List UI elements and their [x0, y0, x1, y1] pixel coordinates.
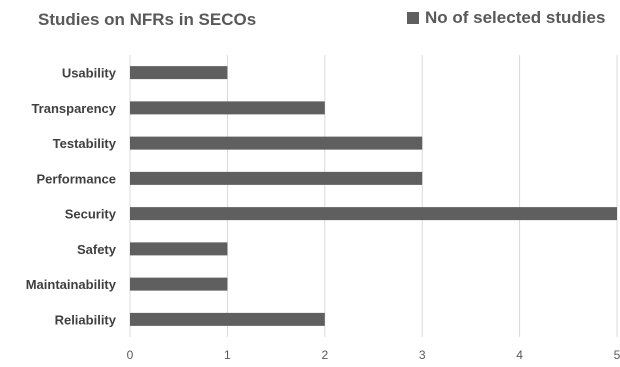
category-label: Testability — [53, 136, 117, 151]
x-tick-label: 4 — [516, 348, 523, 362]
category-label-layer: Usability Transparency Testability Performa… — [26, 66, 117, 328]
bar-transparency — [130, 101, 325, 114]
grid-layer — [130, 55, 617, 337]
bar-safety — [130, 242, 227, 255]
category-label: Performance — [37, 171, 116, 186]
bar-usability — [130, 66, 227, 79]
category-label: Security — [65, 207, 117, 222]
category-label: Reliability — [55, 312, 117, 327]
bar-testability — [130, 137, 422, 150]
category-label: Usability — [62, 66, 117, 81]
tick-label-layer: 0 1 2 3 4 5 — [127, 348, 620, 362]
category-label: Maintainability — [26, 277, 117, 292]
x-tick-label: 3 — [419, 348, 426, 362]
category-label: Transparency — [31, 101, 116, 116]
bar-layer — [130, 66, 617, 326]
category-label: Safety — [77, 242, 117, 257]
x-tick-label: 0 — [127, 348, 134, 362]
x-tick-label: 5 — [614, 348, 620, 362]
x-tick-label: 1 — [224, 348, 231, 362]
bar-performance — [130, 172, 422, 185]
bar-security — [130, 207, 617, 220]
bar-maintainability — [130, 278, 227, 291]
x-tick-label: 2 — [321, 348, 328, 362]
bar-reliability — [130, 313, 325, 326]
